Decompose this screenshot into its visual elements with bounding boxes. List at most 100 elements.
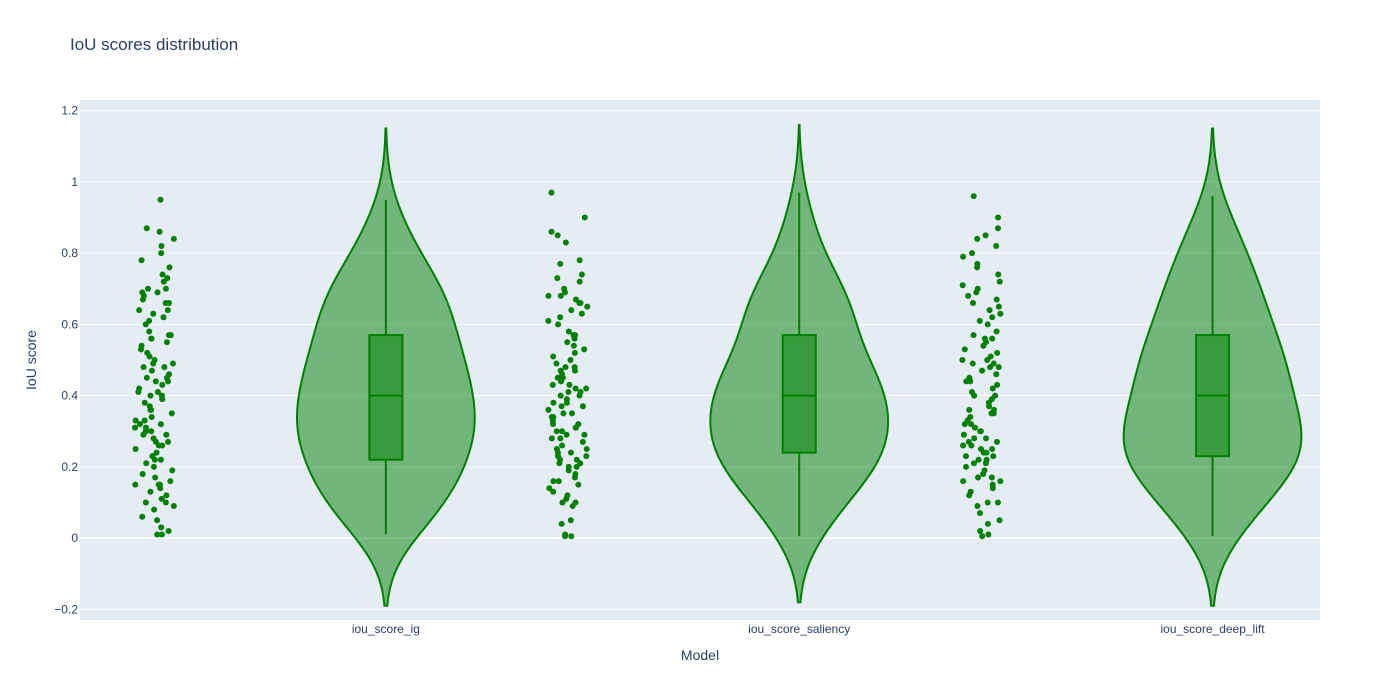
x-axis-title: Model <box>681 647 719 663</box>
data-point <box>960 478 967 485</box>
data-point <box>559 428 566 435</box>
box-iqr <box>781 334 817 454</box>
data-point <box>970 332 977 339</box>
data-point <box>553 360 560 367</box>
data-point <box>976 317 983 324</box>
data-point <box>571 349 578 356</box>
data-point <box>132 481 139 488</box>
data-point <box>560 410 567 417</box>
data-point <box>975 456 982 463</box>
data-point <box>989 446 996 453</box>
data-point <box>994 499 1001 506</box>
data-point <box>989 314 996 321</box>
data-point <box>142 321 149 328</box>
data-point <box>572 424 579 431</box>
data-point <box>558 403 565 410</box>
data-point <box>132 446 139 453</box>
data-point <box>159 381 166 388</box>
data-point <box>160 314 167 321</box>
data-point <box>165 438 172 445</box>
data-point <box>961 346 968 353</box>
data-point <box>166 264 173 271</box>
chart-title: IoU scores distribution <box>70 35 238 54</box>
data-point <box>982 435 989 442</box>
data-point <box>959 357 966 363</box>
data-point <box>147 488 154 495</box>
data-point <box>157 196 164 203</box>
data-point <box>986 403 993 410</box>
data-point <box>146 353 153 360</box>
data-point <box>563 495 570 502</box>
data-point <box>550 488 557 495</box>
data-point <box>158 250 165 257</box>
data-point <box>989 485 996 492</box>
data-point <box>572 367 578 374</box>
data-point <box>158 495 165 502</box>
data-point <box>988 474 995 481</box>
data-point <box>977 428 984 435</box>
data-point <box>150 463 157 470</box>
y-tick-label: 1 <box>71 175 78 189</box>
data-point <box>979 367 986 374</box>
data-point <box>148 335 155 342</box>
data-point <box>576 300 583 307</box>
data-point <box>567 449 574 456</box>
data-point <box>545 317 552 324</box>
data-point <box>995 271 1002 278</box>
data-point <box>960 253 967 260</box>
data-point <box>545 406 552 413</box>
data-point <box>568 533 575 540</box>
data-point <box>150 310 157 317</box>
data-point <box>974 503 981 510</box>
data-point <box>145 285 152 292</box>
y-tick-label: 0.4 <box>61 389 78 403</box>
data-point <box>148 367 155 374</box>
data-point <box>168 410 175 417</box>
y-tick-label: 1.2 <box>61 104 78 118</box>
data-point <box>960 442 967 449</box>
data-point <box>167 478 174 485</box>
data-point <box>994 225 1001 232</box>
data-point <box>158 531 165 538</box>
data-point <box>140 364 147 371</box>
data-point <box>965 292 972 299</box>
data-point <box>550 353 557 360</box>
violin-trace <box>959 127 1303 607</box>
data-point <box>140 431 147 438</box>
data-point <box>553 428 560 435</box>
data-point <box>141 399 148 406</box>
data-point <box>581 346 588 353</box>
data-point <box>153 449 160 456</box>
data-point <box>989 335 996 342</box>
data-point <box>550 478 557 485</box>
data-point <box>142 499 149 506</box>
data-point <box>960 431 967 438</box>
data-point <box>562 533 569 540</box>
data-point <box>994 349 1001 356</box>
data-point <box>573 463 580 470</box>
data-point <box>141 417 148 424</box>
data-point <box>984 520 991 527</box>
data-point <box>562 364 569 371</box>
data-point <box>135 389 142 396</box>
x-tick-label: iou_score_ig <box>352 622 420 636</box>
data-point <box>559 499 566 506</box>
data-point <box>170 235 177 242</box>
data-point <box>993 328 1000 335</box>
y-tick-label: 0.8 <box>61 246 78 260</box>
data-point <box>163 431 170 438</box>
data-point <box>137 346 144 353</box>
data-point <box>154 389 161 396</box>
data-point <box>136 421 143 428</box>
data-point <box>548 228 555 235</box>
data-point <box>152 378 159 385</box>
y-axis-title: IoU score <box>23 330 39 390</box>
data-point <box>162 285 169 292</box>
data-point <box>990 453 997 460</box>
x-tick-label: iou_score_deep_lift <box>1160 622 1265 636</box>
data-point <box>563 431 570 438</box>
data-point <box>993 296 1000 303</box>
data-point <box>966 492 973 499</box>
data-point <box>557 435 564 442</box>
data-point <box>571 474 578 481</box>
